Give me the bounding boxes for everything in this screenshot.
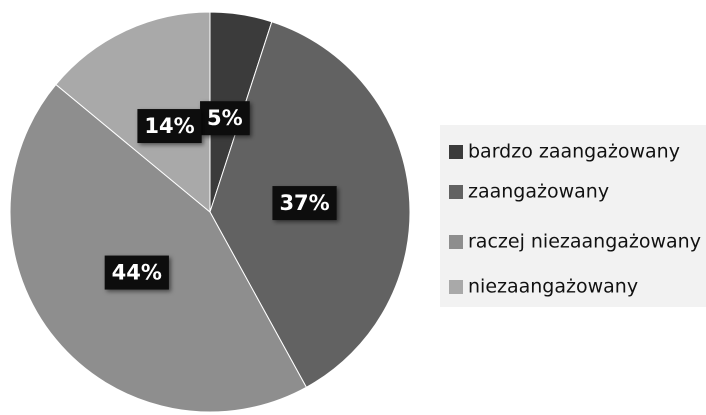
pie-slice	[9, 83, 308, 413]
data-label: 44%	[104, 255, 169, 290]
data-label-text: 44%	[112, 261, 162, 285]
legend-label: zaangażowany	[468, 181, 609, 203]
pie-slice	[55, 11, 211, 214]
legend-swatch	[449, 280, 463, 294]
data-label: 5%	[200, 101, 250, 136]
legend-swatch	[449, 145, 463, 159]
legend-label: raczej niezaangażowany	[468, 231, 701, 253]
data-label-text: 37%	[279, 191, 329, 215]
legend-swatch	[449, 185, 463, 199]
data-label: 37%	[272, 186, 337, 221]
legend-box	[440, 125, 706, 307]
data-label-box	[200, 101, 250, 136]
data-label-box	[104, 255, 169, 290]
data-label-text: 14%	[144, 114, 194, 138]
legend-label: bardzo zaangażowany	[468, 141, 680, 163]
legend-label: niezaangażowany	[468, 276, 638, 298]
data-label-text: 5%	[207, 106, 243, 130]
legend-swatch	[449, 235, 463, 249]
data-label-box	[137, 109, 202, 144]
data-label: 14%	[137, 109, 202, 144]
data-label-box	[272, 186, 337, 221]
